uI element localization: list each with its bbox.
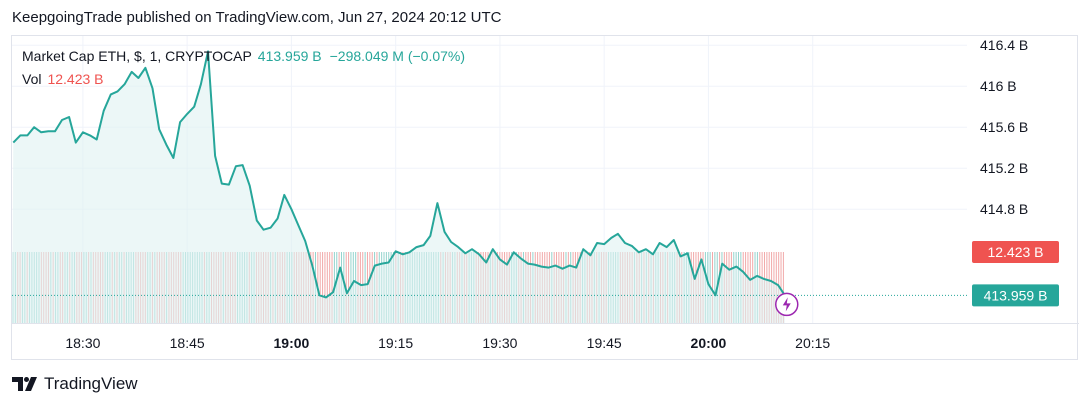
- legend-symbol[interactable]: Market Cap ETH, $, 1, CRYPTOCAP: [22, 48, 252, 64]
- volume-price-tag-label: 12.423 B: [987, 244, 1043, 260]
- series-legend[interactable]: Market Cap ETH, $, 1, CRYPTOCAP 413.959 B…: [22, 47, 465, 65]
- volume-bar: [331, 252, 333, 323]
- y-tick-label: 415.2 B: [980, 160, 1028, 176]
- volume-legend-value: 12.423 B: [47, 71, 104, 87]
- volume-bar: [322, 252, 324, 323]
- published-caption: KeepgoingTrade published on TradingView.…: [12, 9, 502, 26]
- x-tick-label: 19:45: [587, 335, 622, 351]
- legend-last-value: 413.959 B: [257, 48, 322, 64]
- volume-bar: [329, 252, 331, 323]
- volume-price-tag: [972, 241, 1059, 263]
- footer: TradingView: [12, 374, 138, 394]
- area-fill: [12, 51, 785, 324]
- last-price-tag-label: 413.959 B: [984, 287, 1048, 303]
- volume-bar: [348, 252, 350, 323]
- y-tick-label: 416 B: [980, 78, 1017, 94]
- y-tick-label: 416.4 B: [980, 37, 1028, 53]
- y-tick-label: 415.6 B: [980, 119, 1028, 135]
- x-tick-label: 18:45: [170, 335, 205, 351]
- x-tick-label: 19:00: [274, 335, 310, 351]
- volume-bar: [324, 252, 326, 323]
- x-tick-label: 20:15: [795, 335, 830, 351]
- volume-bar: [714, 252, 716, 323]
- price-chart[interactable]: 416.4 B 416 B 415.6 B 415.2 B 414.8 B 18:30 18…: [12, 36, 1079, 361]
- y-tick-label: 414.8 B: [980, 201, 1028, 217]
- x-tick-label: 19:15: [378, 335, 413, 351]
- x-tick-label: 19:30: [482, 335, 517, 351]
- x-tick-label: 18:30: [65, 335, 100, 351]
- volume-bar: [326, 252, 328, 323]
- chart-frame[interactable]: 416.4 B 416 B 415.6 B 415.2 B 414.8 B 18:30 18…: [11, 35, 1079, 361]
- x-tick-label: 20:00: [691, 335, 727, 351]
- tradingview-logo-icon: [12, 377, 37, 391]
- price-line: [12, 50, 786, 299]
- volume-bar: [319, 252, 321, 323]
- volume-bar: [780, 252, 782, 323]
- legend-change: −298.049 M (−0.07%): [329, 48, 466, 64]
- volume-legend-label: Vol: [22, 71, 42, 87]
- lightning-bolt-icon: [782, 297, 791, 312]
- last-price-tag: [972, 284, 1059, 307]
- volume-bar: [782, 252, 784, 323]
- footer-brand: TradingView: [44, 374, 138, 393]
- volume-legend[interactable]: Vol 12.423 B: [22, 70, 104, 88]
- volume-bar: [711, 252, 713, 323]
